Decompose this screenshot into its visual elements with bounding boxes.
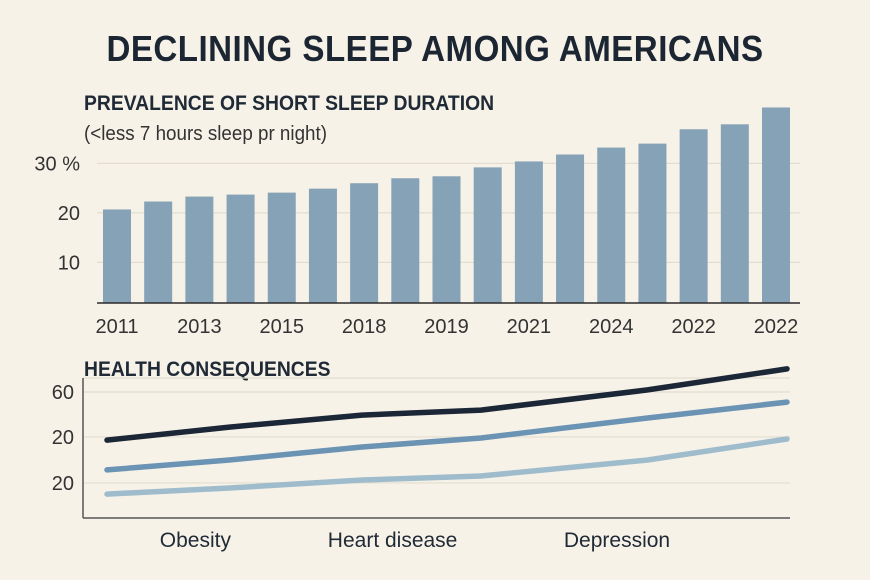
bar-xtick-label: 2011 <box>95 316 138 338</box>
line-chart-title: HEALTH CONSEQUENCES <box>84 358 331 381</box>
bar <box>185 196 214 303</box>
bar <box>720 124 749 304</box>
bar-chart: 10 20 30 % 2011 2013 2015 2018 2019 2021 2024 2022… <box>34 107 800 338</box>
line-series-dark <box>104 366 790 443</box>
line-ytick-label: 60 <box>52 382 74 404</box>
line-ytick-label: 20 <box>52 427 74 449</box>
bar-xtick-label: 2018 <box>342 316 387 338</box>
bar-ytick-label: 30 % <box>34 153 80 175</box>
line-category-label: Heart disease <box>328 529 458 552</box>
bar <box>638 143 667 303</box>
line-category-label: Depression <box>564 529 670 552</box>
bar <box>762 107 790 303</box>
bar-xtick-label: 2015 <box>260 316 305 338</box>
bar <box>597 147 626 303</box>
bar <box>267 192 296 303</box>
bar-xtick-label: 2021 <box>507 316 552 338</box>
line-category-label: Obesity <box>160 529 232 552</box>
bar <box>308 188 337 303</box>
bar <box>226 194 255 303</box>
bar-ytick-label: 10 <box>58 252 80 274</box>
bar <box>514 161 543 303</box>
line-series-mid <box>104 399 790 473</box>
line-chart: 20 20 60 Obesity Heart disease Depression <box>52 366 790 552</box>
bar <box>391 178 420 303</box>
bar-chart-subtitle: (<less 7 hours sleep pr night) <box>84 123 327 145</box>
line-ytick-label: 20 <box>52 473 74 495</box>
line-series-light <box>104 436 790 497</box>
bar-xtick-label: 2022 <box>671 316 716 338</box>
bar-xtick-label: 2024 <box>589 316 634 338</box>
bar <box>144 201 173 303</box>
chart-title: DECLINING SLEEP AMONG AMERICANS <box>106 28 764 69</box>
bar-xtick-label: 2013 <box>177 316 222 338</box>
bar-xtick-label: 2019 <box>424 316 469 338</box>
bar <box>103 209 131 303</box>
bar-ytick-label: 20 <box>58 203 80 225</box>
bar <box>556 154 585 303</box>
bar <box>350 183 379 303</box>
bar <box>679 129 708 303</box>
bar-xtick-label: 2022 <box>754 316 799 338</box>
bar <box>432 176 461 303</box>
bar <box>473 167 502 303</box>
bar-chart-title: PREVALENCE OF SHORT SLEEP DURATION <box>84 92 495 115</box>
